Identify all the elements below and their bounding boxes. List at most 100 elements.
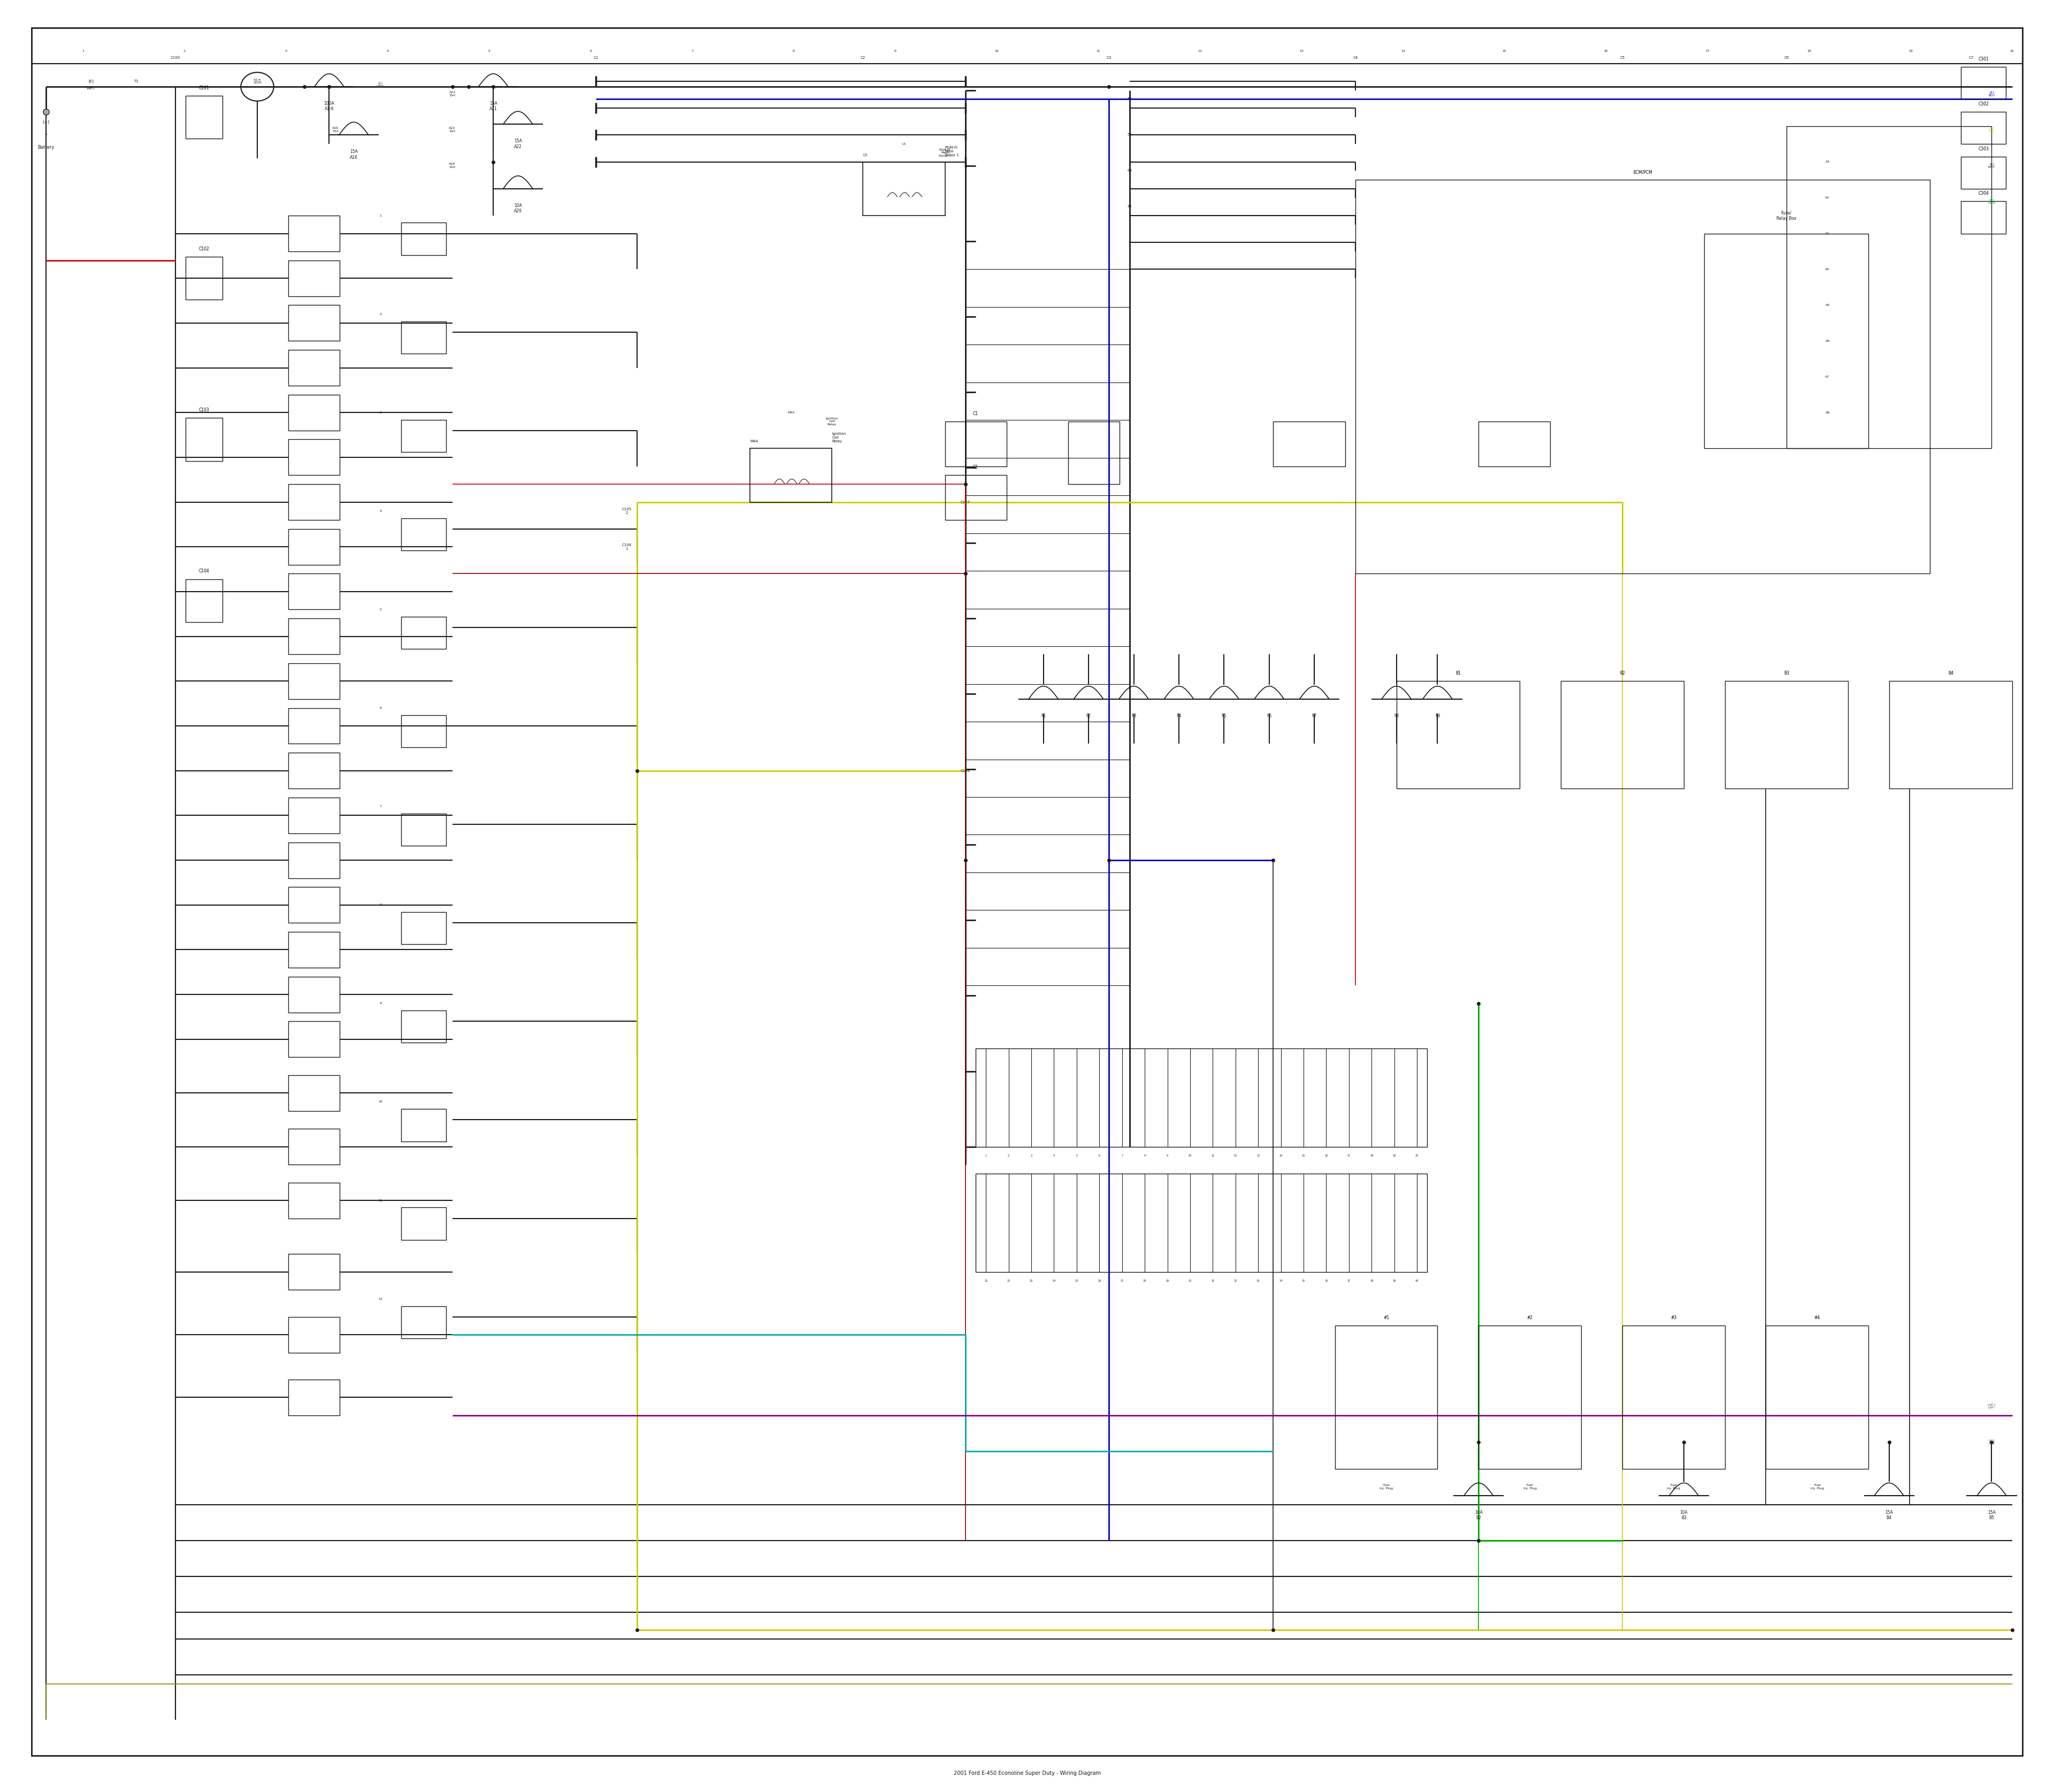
Text: 10A
B2: 10A B2	[1475, 1511, 1483, 1521]
Text: 21: 21	[984, 1279, 988, 1283]
Text: F7: F7	[1313, 713, 1317, 719]
Bar	[288, 1129, 339, 1165]
Text: C304: C304	[1978, 192, 1988, 195]
Bar	[288, 932, 339, 968]
Text: 31: 31	[1212, 1279, 1214, 1283]
Text: B2: B2	[1621, 670, 1625, 676]
Text: C6: C6	[1785, 56, 1789, 59]
Text: F8: F8	[1395, 713, 1399, 719]
Text: 15: 15	[1302, 1154, 1304, 1158]
Text: C1: C1	[974, 412, 978, 416]
Text: C103: C103	[199, 409, 210, 412]
Text: 6: 6	[380, 706, 382, 710]
Text: 34: 34	[1280, 1279, 1282, 1283]
Text: 37: 37	[1347, 1279, 1352, 1283]
Text: C2: C2	[861, 56, 865, 59]
Text: C105
2: C105 2	[622, 507, 633, 514]
Text: Fuse/
Relay Box: Fuse/ Relay Box	[1777, 210, 1797, 220]
Text: A16
15A: A16 15A	[333, 127, 339, 133]
Bar	[288, 529, 339, 564]
Text: [E]
WHT: [E] WHT	[1988, 163, 1996, 168]
Text: 25: 25	[1074, 1279, 1078, 1283]
Text: 29: 29	[1167, 1279, 1169, 1283]
Text: 15A
B5: 15A B5	[1988, 1511, 1996, 1521]
Bar	[401, 419, 446, 452]
Bar	[1479, 421, 1551, 466]
Text: C1: C1	[594, 56, 598, 59]
Text: C101: C101	[199, 86, 210, 90]
Bar	[1962, 111, 2007, 143]
Bar	[401, 1306, 446, 1339]
Text: 35: 35	[1302, 1279, 1304, 1283]
Text: C100: C100	[170, 56, 181, 59]
Text: 7: 7	[380, 805, 382, 808]
Text: 59: 59	[1128, 133, 1132, 136]
Text: 8: 8	[380, 903, 382, 907]
Bar	[1356, 179, 1931, 573]
Bar	[288, 1380, 339, 1416]
Text: F1: F1	[1041, 713, 1045, 719]
Text: C2: C2	[974, 466, 978, 470]
Text: 23: 23	[1029, 1279, 1033, 1283]
Text: 15: 15	[1501, 50, 1506, 52]
Bar	[1273, 421, 1345, 466]
Text: 36: 36	[1325, 1279, 1327, 1283]
Text: A1-6
100A: A1-6 100A	[253, 79, 261, 84]
Text: LG1
LG2: LG1 LG2	[1988, 1439, 1994, 1444]
Text: 14: 14	[1280, 1154, 1282, 1158]
Text: A7: A7	[1826, 375, 1830, 378]
Bar	[401, 518, 446, 550]
Bar	[863, 161, 945, 215]
Bar	[1479, 1326, 1582, 1469]
Text: PGM-FI
Main
Relay 1: PGM-FI Main Relay 1	[939, 149, 951, 158]
Bar	[185, 579, 222, 622]
Text: A1: A1	[1826, 161, 1830, 163]
Text: Ignition
Coil
Relay: Ignition Coil Relay	[832, 432, 846, 443]
Text: 40: 40	[1415, 1279, 1419, 1283]
Text: 2: 2	[380, 314, 382, 315]
Text: 28: 28	[1144, 1279, 1146, 1283]
Text: 18: 18	[1370, 1154, 1374, 1158]
Bar	[976, 1174, 1428, 1272]
Text: F6: F6	[1267, 713, 1271, 719]
Text: A22
15A: A22 15A	[450, 127, 456, 133]
Text: B3: B3	[1783, 670, 1789, 676]
Text: 9: 9	[380, 1002, 382, 1005]
Text: #2: #2	[1526, 1315, 1532, 1321]
Text: 16: 16	[1604, 50, 1608, 52]
Text: 42: 42	[1128, 204, 1132, 208]
Text: 2001 Ford E-450 Econoline Super Duty - Wiring Diagram: 2001 Ford E-450 Econoline Super Duty - W…	[953, 1770, 1101, 1776]
Text: 20: 20	[2011, 50, 2015, 52]
Bar	[1766, 1326, 1869, 1469]
Text: 12: 12	[1234, 1154, 1237, 1158]
Text: 16: 16	[1325, 1154, 1327, 1158]
Text: ECM/PCM: ECM/PCM	[1633, 170, 1651, 174]
Text: Battery: Battery	[37, 145, 53, 151]
Bar	[288, 484, 339, 520]
Bar	[288, 1317, 339, 1353]
Text: 38: 38	[1370, 1279, 1374, 1283]
Text: C104: C104	[199, 568, 210, 573]
Bar	[288, 1183, 339, 1219]
Text: 100A
A1-6: 100A A1-6	[325, 100, 335, 111]
Text: 18: 18	[1808, 50, 1812, 52]
Text: 19: 19	[1393, 1154, 1397, 1158]
Text: 10: 10	[1189, 1154, 1191, 1158]
Bar	[288, 1254, 339, 1290]
Text: 32: 32	[1234, 1279, 1237, 1283]
Text: L5: L5	[863, 154, 867, 156]
Text: C107: C107	[961, 500, 969, 504]
Text: 10: 10	[378, 1100, 382, 1104]
Text: L5: L5	[902, 143, 906, 145]
Bar	[185, 95, 222, 138]
Text: (+): (+)	[43, 120, 49, 125]
Text: C7: C7	[1968, 56, 1974, 59]
Text: 14: 14	[1401, 50, 1405, 52]
Bar	[288, 663, 339, 699]
Bar	[288, 842, 339, 878]
Text: 3: 3	[286, 50, 288, 52]
Text: 27: 27	[1119, 1279, 1124, 1283]
Text: #1: #1	[1382, 1315, 1389, 1321]
Text: 39: 39	[1393, 1279, 1397, 1283]
Bar	[1068, 421, 1119, 484]
